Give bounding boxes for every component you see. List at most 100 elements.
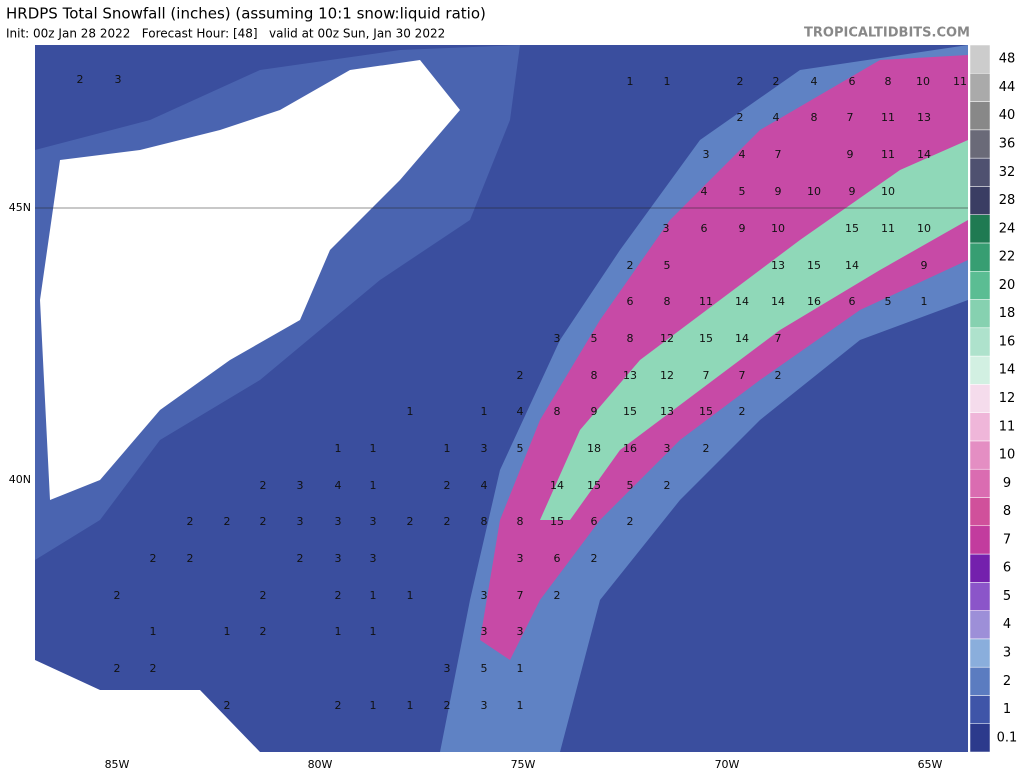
lon-label: 80W (308, 758, 333, 771)
colorbar-swatch (969, 384, 991, 413)
snow-amount: 14 (845, 259, 859, 272)
snow-amount: 1 (370, 442, 377, 455)
colorbar-label: 9 (1003, 476, 1011, 491)
snow-amount: 3 (481, 625, 488, 638)
snow-amount: 2 (444, 515, 451, 528)
snow-amount: 2 (260, 589, 267, 602)
lon-label: 65W (918, 758, 943, 771)
snow-amount: 2 (517, 369, 524, 382)
snow-amount: 1 (407, 699, 414, 712)
snow-amount: 6 (554, 552, 561, 565)
colorbar-swatch (969, 497, 991, 527)
snow-amount: 4 (335, 479, 342, 492)
snow-amount: 15 (699, 332, 713, 345)
snow-amount: 2 (335, 589, 342, 602)
snow-amount: 2 (627, 515, 634, 528)
snow-amount: 1 (335, 442, 342, 455)
snow-amount: 16 (807, 295, 821, 308)
snow-amount: 2 (335, 699, 342, 712)
snow-amount: 3 (115, 73, 122, 86)
credit: TROPICALTIDBITS.COM (804, 26, 970, 41)
colorbar-label: 8 (1003, 504, 1011, 519)
snow-amount: 9 (739, 222, 746, 235)
snow-amount: 1 (370, 479, 377, 492)
snow-amount: 2 (224, 699, 231, 712)
snow-amount: 4 (811, 75, 818, 88)
snow-amount: 11 (699, 295, 713, 308)
snow-amount: 2 (150, 552, 157, 565)
snow-amount: 9 (775, 185, 782, 198)
lat-label: 45N (9, 201, 31, 214)
colorbar-swatch (969, 242, 991, 272)
snow-amount: 14 (735, 332, 749, 345)
colorbar-label: 48 (999, 52, 1016, 67)
snow-amount: 2 (444, 479, 451, 492)
snow-amount: 6 (627, 295, 634, 308)
snow-amount: 8 (591, 369, 598, 382)
colorbar-swatch (969, 327, 991, 357)
snow-amount: 13 (917, 111, 931, 124)
title: HRDPS Total Snowfall (inches) (assuming … (6, 5, 486, 23)
colorbar-swatch (969, 723, 991, 753)
colorbar-swatch (969, 553, 991, 583)
snow-amount: 8 (627, 332, 634, 345)
snow-amount: 9 (921, 259, 928, 272)
colorbar-swatch (969, 214, 991, 244)
snow-amount: 2 (664, 479, 671, 492)
snow-amount: 1 (921, 295, 928, 308)
colorbar-label: 4 (1003, 617, 1011, 632)
colorbar-label: 1 (1003, 702, 1011, 717)
snow-amount: 10 (807, 185, 821, 198)
snow-amount: 5 (627, 479, 634, 492)
colorbar: 0.11234567891011121416182022242832364044… (969, 44, 1017, 753)
snow-amount: 3 (370, 552, 377, 565)
snow-amount: 2 (150, 662, 157, 675)
colorbar-swatch (969, 638, 991, 668)
snow-amount: 2 (554, 589, 561, 602)
snow-amount: 8 (481, 515, 488, 528)
snow-amount: 2 (260, 515, 267, 528)
snow-amount: 6 (701, 222, 708, 235)
colorbar-swatch (969, 468, 991, 498)
snow-amount: 1 (517, 662, 524, 675)
snow-amount: 13 (660, 405, 674, 418)
colorbar-label: 44 (999, 80, 1016, 95)
snow-amount: 1 (627, 75, 634, 88)
snow-amount: 16 (623, 442, 637, 455)
snow-amount: 1 (335, 625, 342, 638)
colorbar-label: 6 (1003, 561, 1011, 576)
snow-amount: 7 (775, 332, 782, 345)
snow-amount: 5 (517, 442, 524, 455)
colorbar-swatch (969, 299, 991, 329)
snow-amount: 2 (114, 589, 121, 602)
lon-label: 75W (511, 758, 536, 771)
snow-amount: 15 (623, 405, 637, 418)
colorbar-swatch (969, 73, 991, 102)
snow-amount: 11 (881, 148, 895, 161)
colorbar-label: 40 (999, 108, 1016, 123)
snow-amount: 2 (739, 405, 746, 418)
snow-amount: 2 (773, 75, 780, 88)
snow-amount: 2 (114, 662, 121, 675)
colorbar-swatch (969, 695, 991, 724)
colorbar-label: 28 (999, 193, 1016, 208)
snow-amount: 15 (550, 515, 564, 528)
snow-amount: 3 (481, 442, 488, 455)
snow-amount: 7 (703, 369, 710, 382)
snow-amount: 8 (811, 111, 818, 124)
snow-amount: 10 (916, 75, 930, 88)
snow-amount: 3 (554, 332, 561, 345)
snow-amount: 10 (881, 185, 895, 198)
snow-amount: 3 (335, 552, 342, 565)
snow-amount: 2 (260, 479, 267, 492)
snow-amount: 12 (660, 332, 674, 345)
snow-amount: 5 (664, 259, 671, 272)
snow-amount: 3 (297, 515, 304, 528)
snow-amount: 6 (849, 75, 856, 88)
snow-amount: 13 (771, 259, 785, 272)
colorbar-swatch (969, 355, 991, 385)
snow-amount: 2 (775, 369, 782, 382)
snow-amount: 4 (517, 405, 524, 418)
snow-amount: 2 (187, 552, 194, 565)
